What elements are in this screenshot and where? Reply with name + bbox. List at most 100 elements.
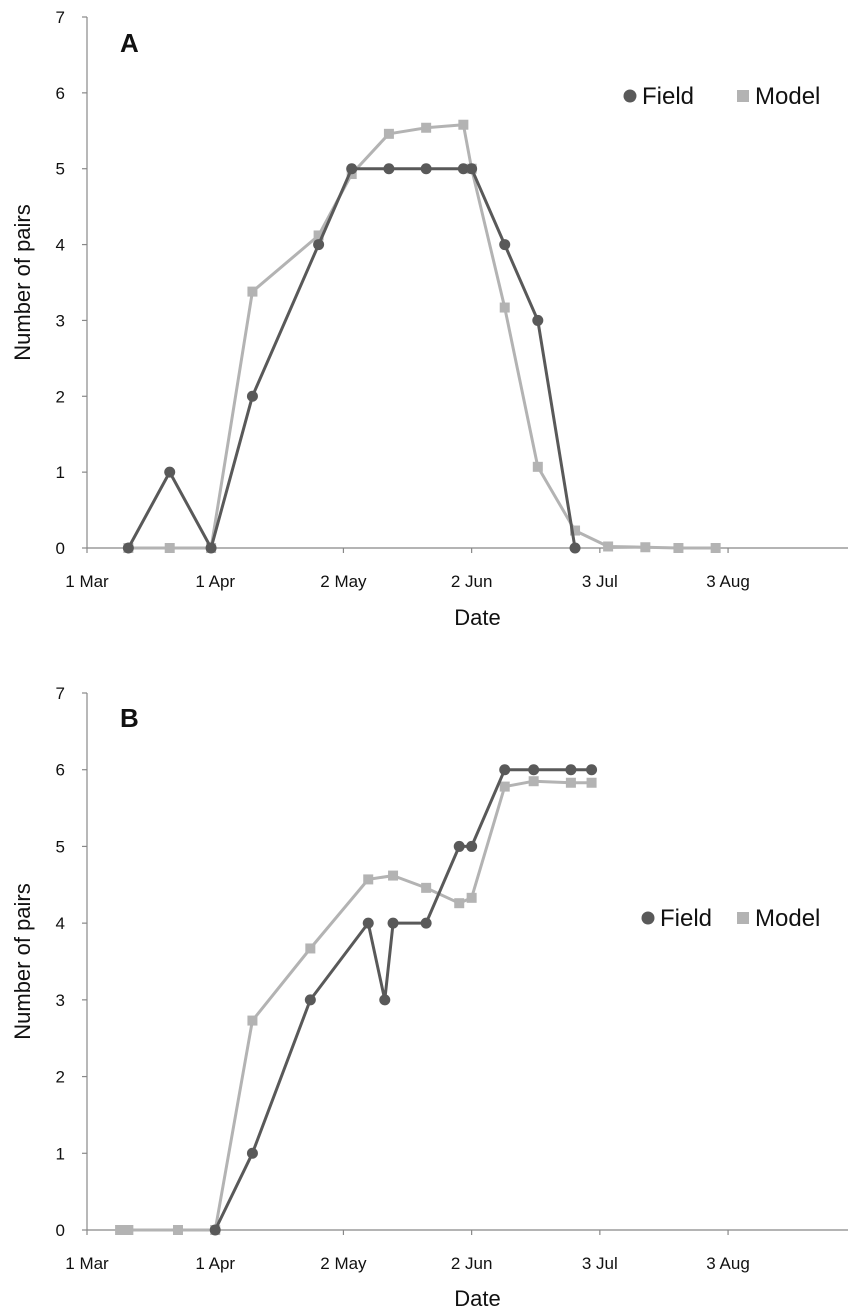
data-point-field: [457, 163, 469, 175]
data-point-model: [421, 882, 432, 893]
legend: Field Model: [623, 83, 820, 110]
x-axis-title: Date: [454, 1286, 500, 1311]
x-axis-title: Date: [454, 605, 500, 630]
series-line-model: [120, 779, 592, 1232]
data-point-field: [362, 917, 374, 929]
data-point-model: [115, 1225, 126, 1235]
data-point-field: [466, 163, 478, 175]
y-axis-title: Number of pairs: [10, 883, 35, 1040]
data-point-field: [453, 840, 465, 852]
data-point-field: [379, 994, 391, 1006]
data-point-field: [420, 917, 432, 929]
y-tick-label: 0: [56, 539, 65, 558]
data-point-model: [710, 543, 721, 553]
x-tick-label: 1 Apr: [195, 1254, 235, 1273]
data-point-model: [388, 870, 399, 881]
data-point-field: [387, 917, 399, 929]
x-tick-label: 2 Jun: [451, 572, 493, 591]
data-point-field: [383, 163, 395, 175]
x-tick-label: 1 Apr: [195, 572, 235, 591]
y-tick-label: 4: [56, 236, 65, 255]
data-point-field: [565, 764, 577, 776]
data-point-model: [313, 230, 324, 241]
legend-label-field: Field: [660, 905, 712, 932]
data-point-model: [499, 781, 510, 792]
legend-label-field: Field: [642, 83, 694, 110]
data-point-field: [304, 994, 316, 1006]
data-point-field: [499, 239, 511, 251]
panel-label: B: [120, 703, 139, 733]
data-point-model: [499, 302, 510, 313]
data-point-field: [209, 1224, 221, 1236]
x-tick-label: 3 Aug: [706, 1254, 750, 1273]
data-point-field: [205, 542, 217, 554]
x-tick-label: 1 Mar: [65, 1254, 109, 1273]
y-tick-label: 2: [56, 387, 65, 406]
data-point-model: [454, 898, 465, 909]
x-tick-label: 3 Aug: [706, 572, 750, 591]
chart-panel-b: 0 1 2 3 4 5 6 7 1 Mar 1 Apr 2 May 2 Jun 3 Jul 3 Aug Da…: [10, 684, 848, 1311]
data-point-model: [570, 525, 581, 536]
chart-panel-a: 0 1 2 3 4 5 6 7 1 Mar 1 Apr 2 May 2 Jun 3 Jul 3 Aug Da…: [10, 8, 848, 630]
panel-label: A: [120, 28, 139, 58]
y-tick-label: 5: [56, 160, 65, 179]
data-point-model: [603, 541, 614, 552]
y-tick-label: 7: [56, 684, 65, 703]
data-point-model: [640, 542, 651, 553]
legend-label-model: Model: [755, 905, 820, 932]
data-point-field: [569, 542, 581, 554]
legend-marker-model: [737, 90, 749, 102]
legend-marker-field: [623, 89, 637, 103]
data-point-model: [466, 892, 477, 903]
y-tick-label: 6: [56, 84, 65, 103]
data-point-field: [586, 764, 598, 776]
y-tick-label: 7: [56, 8, 65, 27]
data-point-field: [313, 239, 325, 251]
data-point-model: [363, 874, 374, 885]
data-point-model: [164, 543, 175, 553]
data-point-model: [565, 777, 576, 788]
y-tick-label: 4: [56, 914, 65, 933]
data-point-field: [346, 163, 358, 175]
data-point-model: [586, 777, 597, 788]
y-tick-label: 5: [56, 837, 65, 856]
x-tick-label: 2 Jun: [451, 1254, 493, 1273]
y-tick-label: 1: [56, 463, 65, 482]
data-point-field: [246, 1147, 258, 1159]
x-tick-label: 2 May: [320, 1254, 367, 1273]
data-point-field: [122, 542, 134, 554]
data-point-model: [528, 776, 539, 787]
data-point-field: [528, 764, 540, 776]
y-tick-label: 3: [56, 311, 65, 330]
y-axis-title: Number of pairs: [10, 204, 35, 361]
data-point-model: [247, 286, 258, 297]
data-point-field: [246, 390, 258, 402]
series-line-model: [128, 123, 716, 550]
legend-label-model: Model: [755, 83, 820, 110]
data-point-model: [383, 128, 394, 139]
data-point-field: [532, 314, 544, 326]
x-tick-label: 1 Mar: [65, 572, 109, 591]
x-tick-label: 3 Jul: [582, 572, 618, 591]
x-tick-label: 2 May: [320, 572, 367, 591]
legend-marker-field: [641, 911, 655, 925]
data-point-field: [420, 163, 432, 175]
data-point-field: [466, 840, 478, 852]
data-point-field: [499, 764, 511, 776]
data-point-model: [305, 943, 316, 954]
y-tick-label: 2: [56, 1068, 65, 1087]
data-point-model: [673, 543, 684, 553]
y-tick-label: 1: [56, 1144, 65, 1163]
data-point-model: [123, 1225, 134, 1235]
x-tick-label: 3 Jul: [582, 1254, 618, 1273]
data-point-model: [532, 461, 543, 472]
data-point-model: [421, 122, 432, 133]
data-point-model: [172, 1225, 183, 1235]
data-point-field: [164, 466, 176, 478]
y-tick-label: 3: [56, 991, 65, 1010]
series-line-field: [127, 167, 577, 550]
y-tick-label: 0: [56, 1221, 65, 1240]
legend: Field Model: [641, 905, 820, 932]
data-point-model: [458, 119, 469, 130]
